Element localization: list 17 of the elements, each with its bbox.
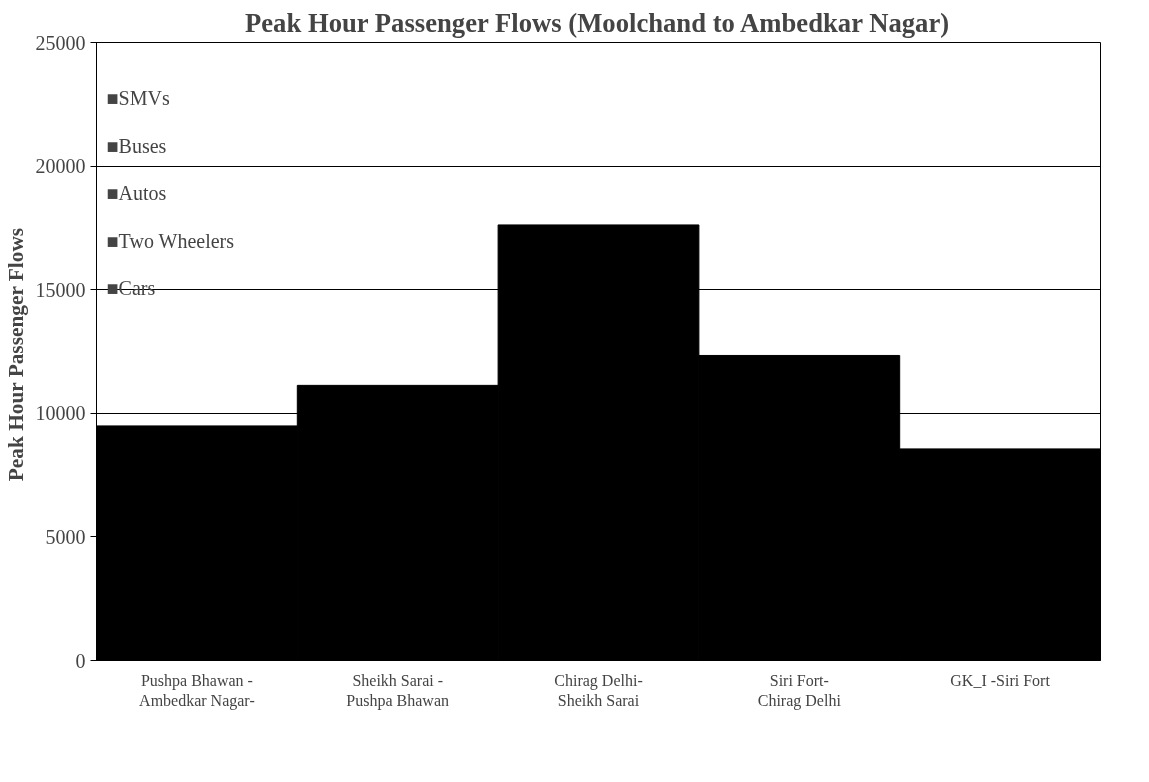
y-tick-label: 5000	[45, 525, 86, 548]
y-tick-label: 10000	[35, 402, 86, 425]
y-tick-label: 0	[75, 649, 86, 672]
x-tick-label: GK_I -Siri Fort	[950, 671, 1051, 689]
x-tick-label: Pushpa Bhawan - Ambedkar Nagar-	[139, 671, 255, 710]
chart-title: Peak Hour Passenger Flows (Moolchand to Ambedkar Nagar)	[244, 7, 950, 38]
x-tick-label: Sheikh Sarai - Pushpa Bhawan	[346, 671, 450, 710]
annotation: ■Two Wheelers	[106, 229, 235, 252]
y-tick-label: 25000	[35, 31, 86, 54]
annotation: ■Buses	[106, 134, 167, 157]
y-tick-label: 15000	[35, 278, 86, 301]
y-tick-label: 20000	[35, 155, 86, 178]
x-tick-label: Siri Fort-Chirag Delhi	[757, 671, 842, 710]
y-axis-title: Peak Hour Passenger Flows	[3, 227, 28, 482]
x-tick-label: Chirag Delhi- Sheikh Sarai	[554, 671, 643, 709]
annotation: ■Autos	[106, 182, 167, 205]
annotation: ■SMVs	[106, 87, 170, 110]
